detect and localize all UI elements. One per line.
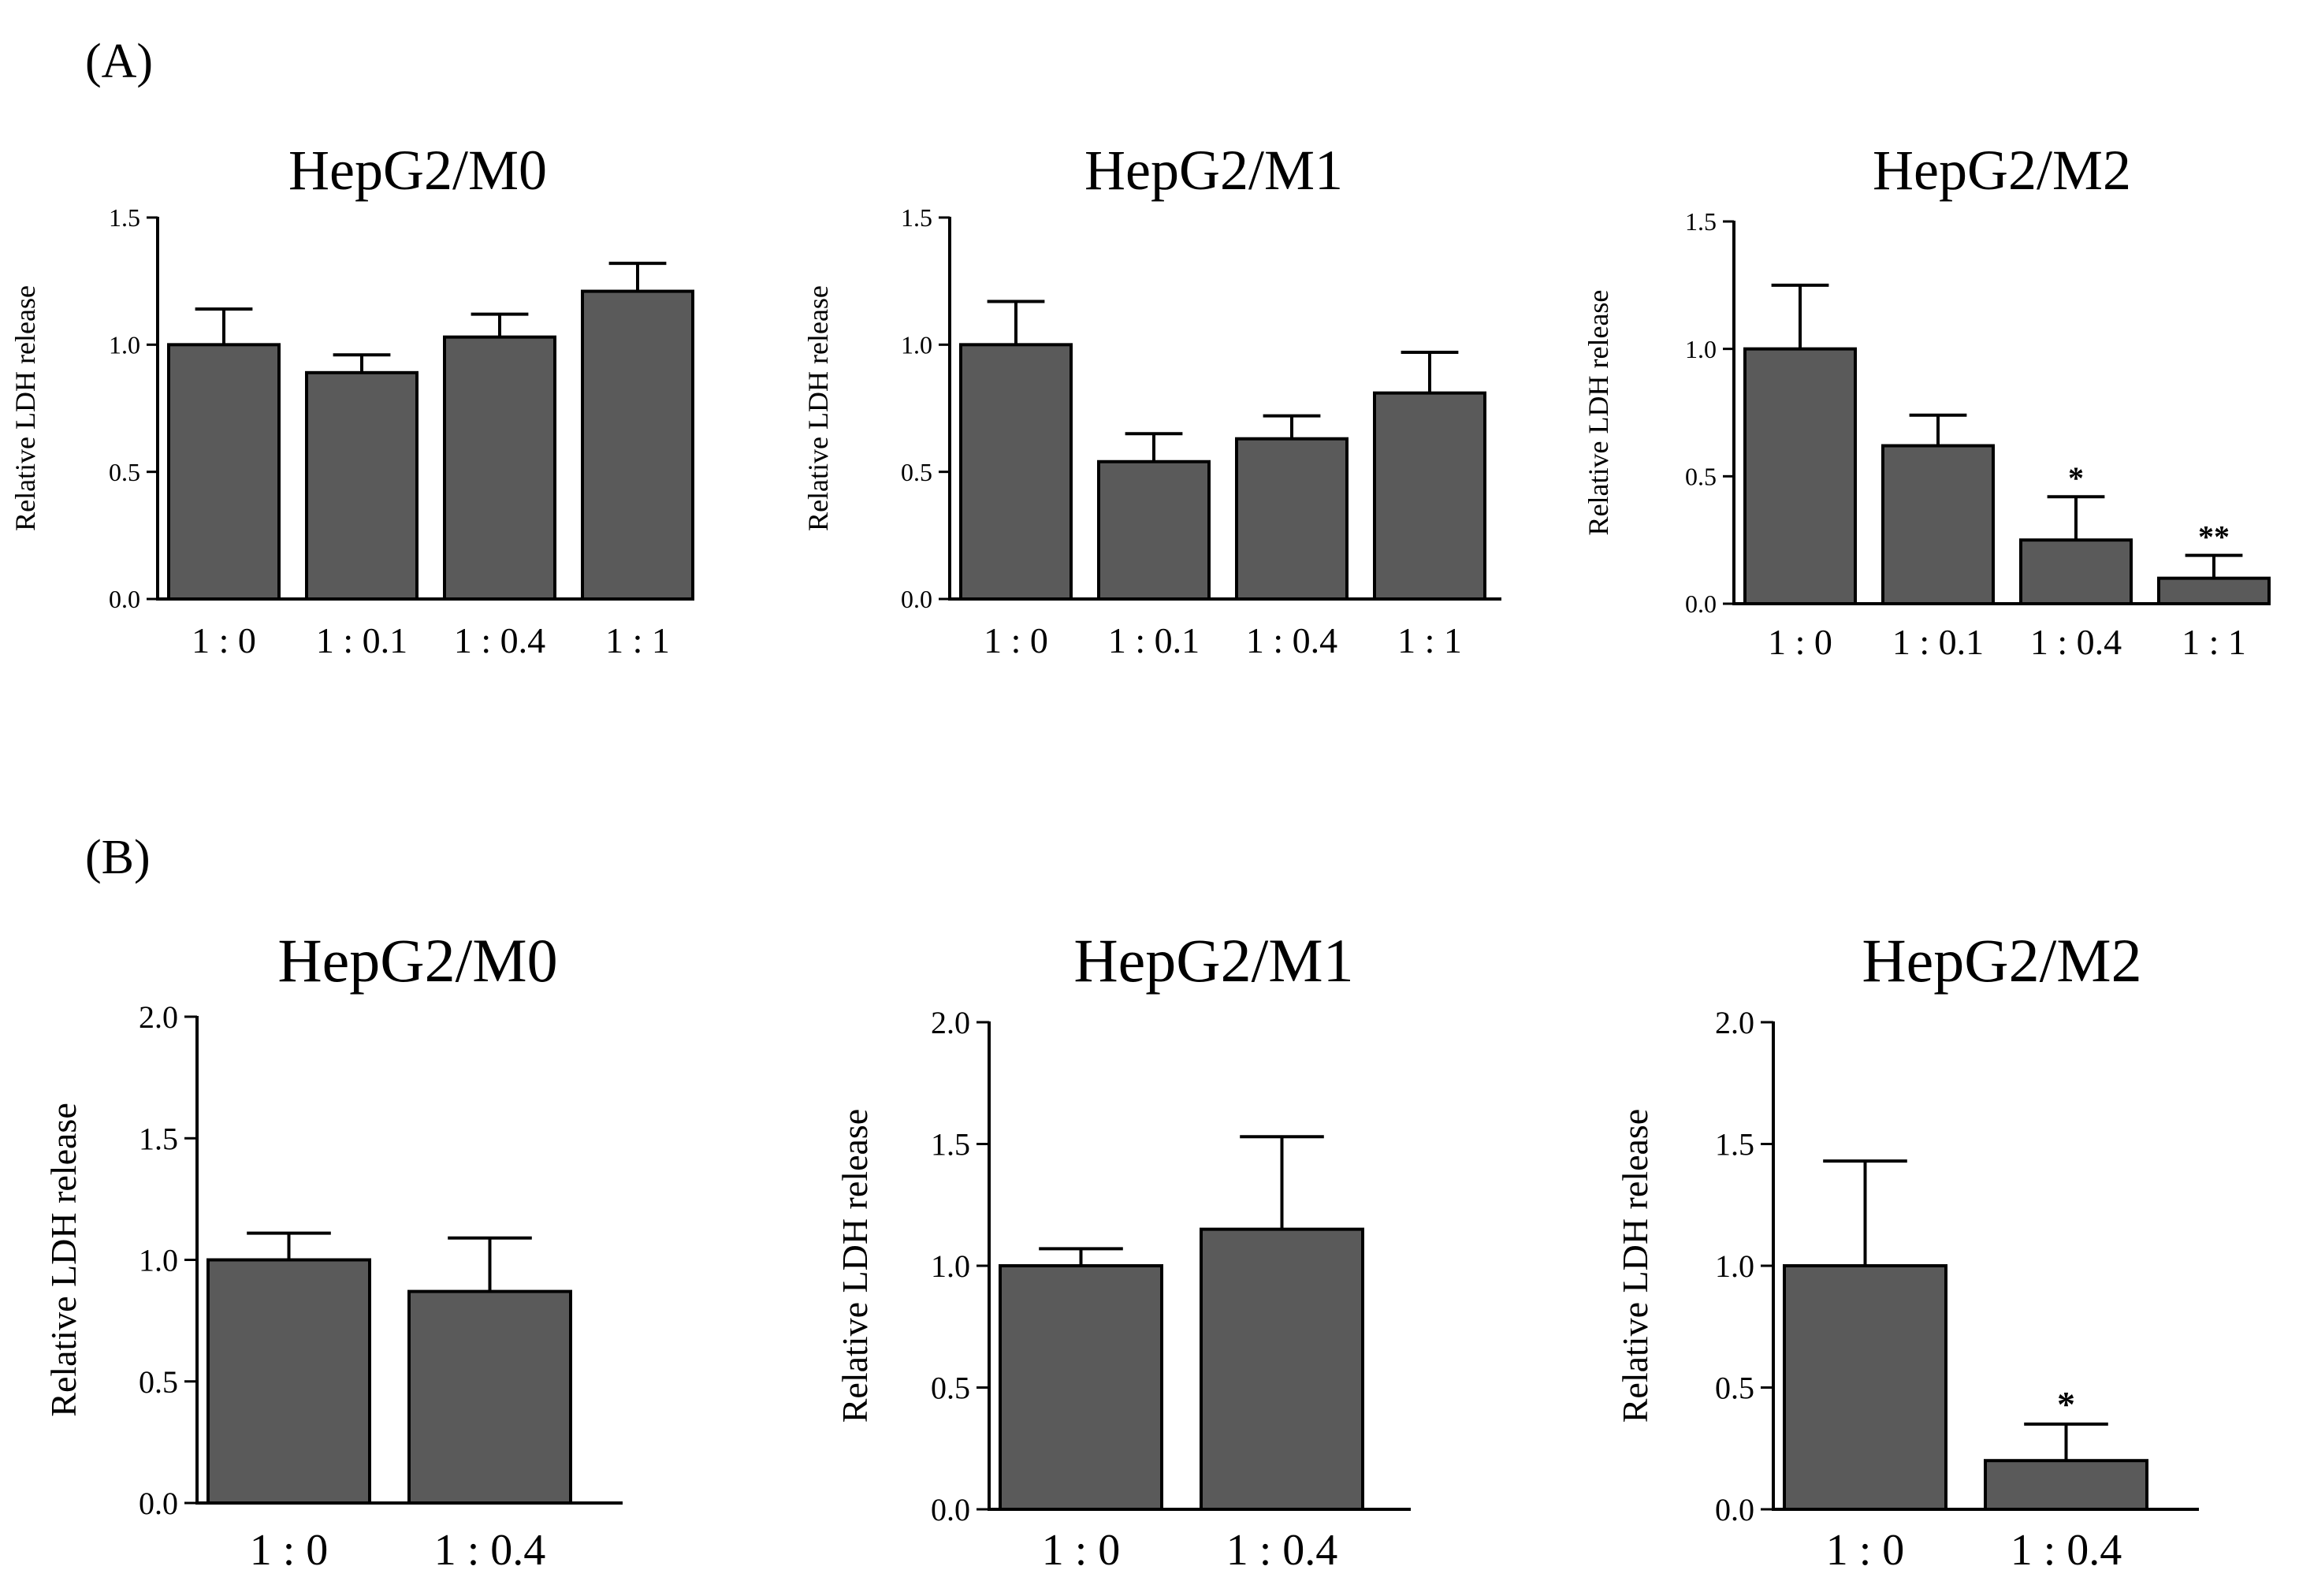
y-tick-label: 2.0	[1715, 1005, 1754, 1040]
y-tick-label: 0.0	[139, 1486, 178, 1521]
chart-title: HepG2/M2	[1862, 926, 2141, 995]
x-tick-label: 1 : 0	[1768, 622, 1832, 662]
x-tick-label: 1 : 1	[605, 620, 670, 660]
y-tick-label: 1.0	[931, 1248, 970, 1284]
x-tick-label: 1 : 0.4	[2011, 1526, 2122, 1575]
x-tick-label: 1 : 0	[192, 620, 256, 660]
bar	[1235, 437, 1349, 601]
chart-a-m1: HepG2/M1 0.0 0.5 1.0 1.5 Relative LDH release…	[802, 139, 1501, 660]
bar	[999, 1264, 1163, 1511]
chart-title: HepG2/M0	[277, 926, 557, 995]
x-tick-label: 1 : 0	[1826, 1526, 1905, 1575]
significance-marker: *	[2068, 460, 2084, 496]
panel-label-a: (A)	[85, 35, 153, 88]
y-tick-label: 2.0	[931, 1005, 970, 1040]
y-axis-label: Relative LDH release	[43, 1103, 84, 1416]
x-tick-label: 1 : 1	[1397, 620, 1462, 660]
chart-title: HepG2/M2	[1873, 139, 2131, 202]
y-tick-label: 0.5	[1685, 463, 1717, 491]
panel-label-b: (B)	[85, 831, 151, 884]
y-tick-label: 1.0	[901, 331, 932, 359]
x-tick-label: 1 : 0	[984, 620, 1048, 660]
y-tick-label: 1.5	[901, 203, 932, 232]
bar	[443, 335, 556, 601]
y-tick-label: 0.0	[1715, 1492, 1754, 1527]
x-tick-label: 1 : 0.1	[1108, 620, 1200, 660]
chart-b-m1: HepG2/M1 0.0 0.5 1.0 1.5 2.0 Relative LDH rele…	[835, 926, 1411, 1575]
bar	[305, 370, 419, 601]
bar	[2157, 576, 2271, 606]
bar	[206, 1258, 371, 1505]
y-axis-label: Relative LDH release	[835, 1109, 875, 1423]
chart-b-m0: HepG2/M0 0.0 0.5 1.0 1.5 2.0 Relative LDH rele…	[43, 926, 623, 1575]
chart-a-m0: HepG2/M0 0.0 0.5 1.0 1.5 Relative LDH release…	[9, 139, 694, 660]
y-axis-label: Relative LDH release	[1615, 1109, 1655, 1423]
bar	[1881, 444, 1995, 605]
y-axis-label: Relative LDH release	[1583, 290, 1614, 536]
y-tick-label: 1.5	[1715, 1127, 1754, 1163]
chart-title: HepG2/M1	[1084, 139, 1343, 202]
bar	[1373, 391, 1486, 601]
y-tick-label: 1.5	[931, 1127, 970, 1163]
bar	[167, 343, 281, 601]
bar	[1200, 1227, 1364, 1512]
bar	[2019, 538, 2133, 606]
bar	[581, 289, 694, 601]
chart-a-m2: HepG2/M2 0.0 0.5 1.0 1.5 Relative LDH release…	[1583, 139, 2271, 662]
x-tick-label: 1 : 0	[250, 1526, 329, 1575]
x-tick-label: 1 : 0.4	[1226, 1526, 1338, 1575]
x-tick-label: 1 : 0.1	[1892, 622, 1984, 662]
chart-title: HepG2/M1	[1073, 926, 1353, 995]
y-tick-label: 1.5	[109, 203, 140, 232]
significance-marker: *	[2057, 1384, 2075, 1424]
y-tick-label: 0.5	[901, 458, 932, 486]
bar	[407, 1289, 572, 1505]
y-axis-label: Relative LDH release	[9, 285, 41, 531]
bar	[959, 343, 1073, 601]
x-tick-label: 1 : 0.4	[1246, 620, 1337, 660]
y-tick-label: 0.5	[109, 458, 140, 486]
x-tick-label: 1 : 0.4	[454, 620, 545, 660]
y-tick-label: 2.0	[139, 999, 178, 1035]
bar	[1984, 1459, 2148, 1511]
y-tick-label: 0.0	[1685, 590, 1717, 618]
bar	[1783, 1264, 1947, 1511]
chart-b-m2: HepG2/M2 0.0 0.5 1.0 1.5 2.0 Relative LDH rele…	[1615, 926, 2199, 1575]
y-tick-label: 0.0	[931, 1492, 970, 1527]
y-tick-label: 1.0	[1715, 1248, 1754, 1284]
y-tick-label: 1.5	[1685, 207, 1717, 236]
y-tick-label: 1.0	[1685, 335, 1717, 363]
significance-marker: **	[2198, 519, 2230, 555]
y-tick-label: 1.5	[139, 1121, 178, 1156]
y-axis-label: Relative LDH release	[802, 285, 834, 531]
x-tick-label: 1 : 0	[1042, 1526, 1121, 1575]
y-tick-label: 1.0	[139, 1243, 178, 1278]
y-tick-label: 0.5	[931, 1371, 970, 1406]
y-tick-label: 0.0	[901, 585, 932, 613]
x-tick-label: 1 : 0.1	[316, 620, 407, 660]
y-tick-label: 0.5	[139, 1364, 178, 1400]
x-tick-label: 1 : 0.4	[2030, 622, 2122, 662]
x-tick-label: 1 : 1	[2182, 622, 2246, 662]
bar	[1743, 347, 1857, 605]
y-tick-label: 0.0	[109, 585, 140, 613]
x-tick-label: 1 : 0.4	[434, 1526, 546, 1575]
y-tick-label: 1.0	[109, 331, 140, 359]
y-tick-label: 0.5	[1715, 1371, 1754, 1406]
bar	[1097, 459, 1211, 601]
chart-title: HepG2/M0	[288, 139, 547, 202]
